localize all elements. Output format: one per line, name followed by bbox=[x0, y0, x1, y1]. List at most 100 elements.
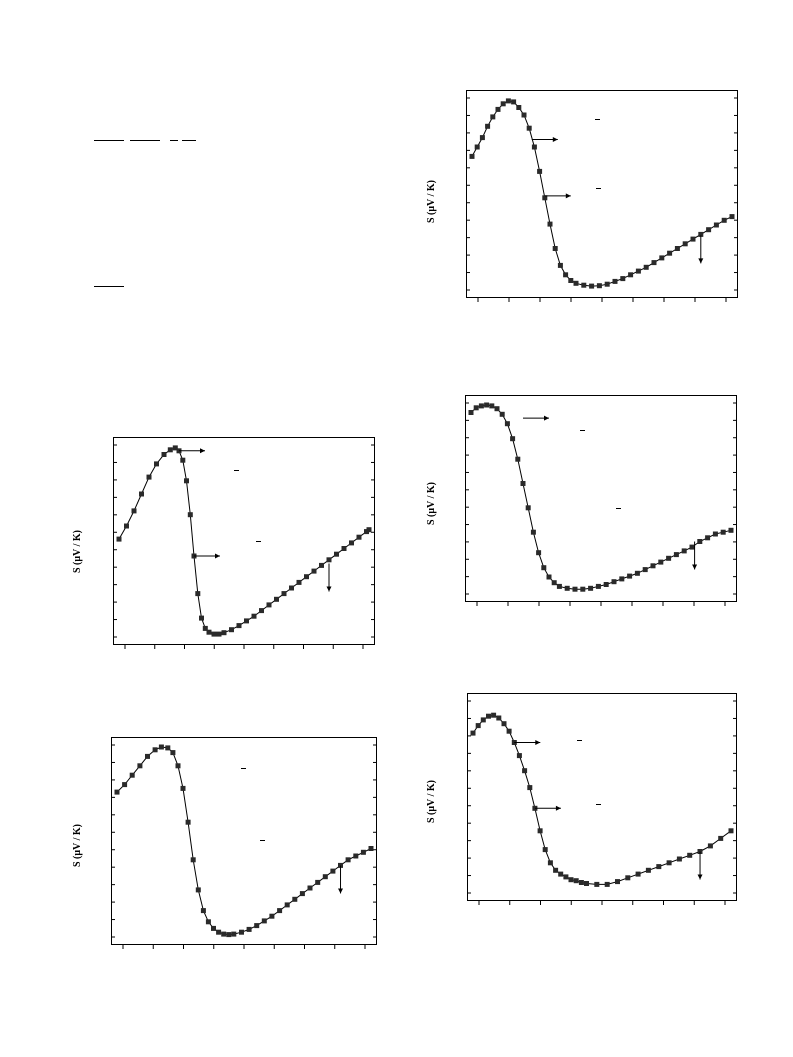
data-point bbox=[304, 574, 309, 580]
dash-mark bbox=[596, 804, 601, 805]
data-point bbox=[184, 478, 189, 484]
data-point bbox=[580, 586, 586, 592]
plot-frame bbox=[113, 437, 375, 645]
data-point bbox=[594, 881, 600, 887]
data-point bbox=[322, 874, 328, 880]
data-point bbox=[165, 745, 171, 751]
data-point bbox=[551, 580, 557, 586]
data-point bbox=[720, 529, 726, 535]
data-point bbox=[547, 860, 553, 866]
data-point bbox=[568, 877, 574, 883]
data-point bbox=[659, 255, 665, 261]
data-point bbox=[319, 562, 324, 568]
data-point bbox=[469, 153, 475, 159]
data-point bbox=[167, 447, 173, 453]
data-point bbox=[468, 410, 474, 415]
dash-mark bbox=[577, 740, 582, 741]
data-point bbox=[261, 918, 267, 924]
data-point bbox=[596, 283, 602, 289]
data-point bbox=[307, 885, 313, 891]
rule-fragment bbox=[182, 140, 196, 141]
data-point bbox=[604, 281, 610, 287]
data-point bbox=[718, 835, 724, 841]
data-point bbox=[199, 615, 204, 621]
data-point bbox=[152, 747, 158, 753]
fit-curve bbox=[116, 746, 372, 936]
data-point bbox=[658, 559, 664, 565]
data-point bbox=[124, 523, 129, 529]
data-point bbox=[682, 241, 688, 247]
data-point bbox=[656, 864, 662, 870]
data-point bbox=[556, 583, 562, 589]
data-point bbox=[667, 250, 673, 256]
data-point bbox=[572, 586, 578, 592]
data-point bbox=[729, 214, 735, 220]
data-point bbox=[563, 272, 569, 278]
data-point bbox=[180, 457, 186, 463]
data-point bbox=[299, 891, 305, 897]
data-point bbox=[588, 585, 594, 591]
data-point bbox=[500, 101, 506, 107]
data-point bbox=[650, 563, 656, 569]
data-point bbox=[537, 168, 543, 174]
data-point bbox=[573, 280, 579, 286]
data-point bbox=[541, 565, 547, 571]
data-point bbox=[158, 744, 164, 750]
data-point bbox=[478, 403, 484, 409]
data-point bbox=[274, 596, 279, 602]
fit-curve bbox=[470, 404, 732, 590]
dash-mark bbox=[234, 470, 239, 471]
data-point bbox=[474, 144, 480, 150]
data-point bbox=[491, 712, 497, 718]
data-point bbox=[728, 527, 734, 533]
data-point bbox=[645, 867, 651, 873]
data-point bbox=[485, 123, 491, 129]
data-point bbox=[676, 856, 682, 862]
data-point bbox=[131, 508, 137, 514]
data-point bbox=[139, 491, 144, 497]
data-point bbox=[666, 555, 672, 561]
data-point bbox=[494, 406, 500, 412]
data-point bbox=[356, 534, 362, 540]
data-point bbox=[349, 540, 354, 546]
data-point bbox=[527, 785, 533, 791]
data-point bbox=[552, 246, 558, 251]
data-point bbox=[516, 753, 522, 759]
data-point bbox=[681, 548, 687, 554]
data-point bbox=[673, 552, 679, 558]
data-point bbox=[239, 929, 244, 935]
data-point bbox=[536, 550, 542, 556]
rule-fragment bbox=[94, 286, 124, 287]
data-point bbox=[563, 874, 569, 880]
data-point bbox=[296, 579, 302, 585]
data-point bbox=[568, 278, 574, 283]
data-point bbox=[651, 260, 657, 266]
arrow-head bbox=[698, 258, 704, 264]
data-point bbox=[531, 144, 537, 150]
dash-mark bbox=[595, 119, 600, 120]
data-point bbox=[496, 715, 502, 721]
data-point bbox=[489, 403, 495, 409]
data-point bbox=[289, 585, 294, 591]
data-point bbox=[195, 591, 201, 597]
data-point bbox=[480, 717, 486, 723]
data-point bbox=[728, 828, 734, 834]
plot-frame bbox=[465, 395, 737, 602]
data-point bbox=[712, 531, 718, 537]
data-point bbox=[137, 763, 143, 769]
data-point bbox=[334, 551, 339, 557]
arrow-head bbox=[555, 805, 561, 811]
data-point bbox=[326, 557, 332, 563]
arrow-head bbox=[338, 888, 344, 894]
fit-curve bbox=[118, 447, 370, 635]
data-point bbox=[564, 585, 570, 591]
dash-mark bbox=[260, 840, 265, 841]
data-point bbox=[611, 579, 617, 585]
data-point bbox=[520, 481, 526, 486]
data-point bbox=[511, 99, 517, 105]
data-point bbox=[366, 527, 372, 533]
data-point bbox=[266, 602, 272, 608]
data-point bbox=[211, 631, 217, 637]
fit-curve bbox=[472, 714, 732, 885]
data-point bbox=[341, 546, 347, 551]
